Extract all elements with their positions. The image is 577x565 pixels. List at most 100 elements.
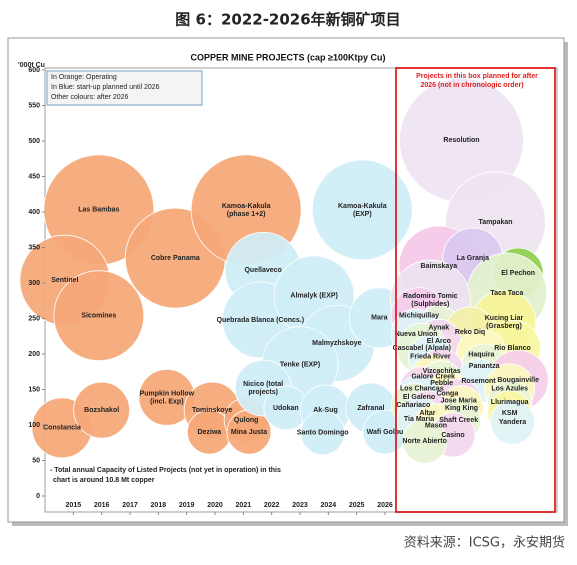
bubble-label: Quebrada Blanca (Concs.): [217, 317, 305, 324]
y-tick-label: 200: [28, 351, 40, 358]
y-tick-label: 400: [28, 209, 40, 216]
bubble-label: Galore Creek: [411, 374, 455, 381]
bubble-label: El Pechon: [501, 270, 535, 277]
bubble: [73, 381, 131, 439]
bubble-label: Shaft Creek: [439, 417, 478, 424]
bubble-label: Sentinel: [51, 277, 78, 284]
bubble-label: Frieda River: [410, 354, 451, 361]
bubble-label: Tenke (EXP): [280, 361, 320, 368]
legend-note: In Orange: Operating: [51, 74, 117, 81]
bubble-label: Resolution: [443, 137, 479, 144]
bubble-label: KSM: [502, 410, 518, 417]
bubble-label: Pebble: [430, 380, 453, 387]
y-tick-label: 150: [28, 386, 40, 393]
x-tick-label: 2024: [321, 502, 337, 509]
bubble-label-line: Kamoa-Kakula: [222, 203, 271, 210]
x-tick-label: 2025: [349, 502, 365, 509]
bubble-label: Los Azules: [491, 386, 528, 393]
bubble-label-line: (EXP): [353, 211, 372, 218]
x-tick-label: 2020: [207, 502, 223, 509]
bubble-label-line: Pumpkin Hollow: [140, 390, 195, 397]
bubble-label-line: projects): [248, 389, 278, 396]
bubble-label: Wafi Golpu: [367, 429, 404, 436]
bubble-label: Bozshakol: [84, 407, 119, 414]
x-tick-label: 2018: [151, 502, 167, 509]
bubble-label: Ak-Sug: [313, 407, 338, 414]
bubble-label: Tominskoye: [192, 407, 232, 414]
bubble: [53, 270, 145, 362]
future-box: [395, 67, 556, 513]
bubble-label: El Arco: [427, 338, 451, 345]
bubble-label: Pumpkin Hollow (incl. Exp): [140, 390, 195, 405]
bubbles: Las Bambas Sentinel Sicomines Cobre Panama K…: [19, 77, 549, 464]
bubble-label: Cobre Panama: [151, 255, 200, 262]
bubble-label: Jose Maria: [441, 398, 477, 405]
bubble-label: Casino: [441, 432, 464, 439]
bubble-label: Mason: [425, 423, 447, 430]
bubble: [490, 399, 535, 445]
bubble-label: Nueva Union: [395, 331, 438, 338]
y-tick-label: 600: [28, 67, 40, 74]
bubble-label: Altar: [420, 410, 436, 417]
bubble-label-line: (incl. Exp): [150, 398, 183, 405]
x-tick-label: 2023: [292, 502, 308, 509]
bubble-label: Mara: [371, 315, 387, 322]
bubble-label: Haquira: [468, 352, 494, 359]
x-tick-label: 2016: [94, 502, 110, 509]
y-tick-label: 0: [36, 493, 40, 500]
bubble-label: La Granja: [457, 255, 489, 262]
bubble-label: Rio Blanco: [494, 345, 531, 352]
bubble: [311, 159, 413, 261]
footnote: chart is around 10.8 Mt copper: [53, 477, 155, 484]
bubble-label: Sicomines: [81, 313, 116, 320]
bubble-label: Radomiro Tomic (Sulphides): [403, 293, 458, 308]
bubble-label: Qulong: [234, 417, 259, 424]
figure-title: 图 6：2022-2026年新铜矿项目: [175, 11, 400, 29]
bubble-label: Tampakan: [478, 219, 512, 226]
bubble-label-line: Radomiro Tomic: [403, 293, 458, 300]
y-tick-label: 450: [28, 173, 40, 180]
bubble-label: Yandera: [499, 419, 526, 426]
bubble-label: Michiquillay: [399, 313, 439, 320]
bubble-label: Kucing Liar (Grasberg): [485, 315, 524, 330]
bubble-label: Zafranal: [357, 405, 384, 412]
bubble-label: Almalyk (EXP): [290, 293, 337, 300]
bubble-label: Panantza: [469, 363, 500, 370]
bubble-label: Udokan: [273, 405, 299, 412]
x-tick-label: 2022: [264, 502, 280, 509]
y-tick-label: 350: [28, 244, 40, 251]
bubble-label: Vizcachitas: [423, 368, 461, 375]
bubble-label: Cañariaco: [396, 402, 430, 409]
bubble-label: Kamoa-Kakula (phase 1+2): [222, 203, 271, 218]
bubble: [300, 410, 346, 456]
bubble-label-line: Kamoa-Kakula: [338, 203, 387, 210]
source: 资料来源：ICSG，永安期货: [404, 535, 565, 551]
bubble-label: Reko Diq: [455, 329, 485, 336]
bubble-label: Llurimagua: [491, 399, 529, 406]
footnote: - Total annual Capacity of Listed Projec…: [50, 467, 281, 474]
bubble-label: Las Bambas: [78, 207, 119, 214]
bubble-label: El Galeno: [403, 394, 435, 401]
chart-title: COPPER MINE PROJECTS (cap ≥100Ktpy Cu): [191, 52, 386, 62]
bubble-label: Nicico (total projects): [243, 381, 283, 396]
bubble-label: Deziwa: [197, 429, 221, 436]
bubble-label: Los Chancas: [400, 386, 444, 393]
x-tick-label: 2026: [377, 502, 393, 509]
bubble-label: Cascabel (Alpala): [393, 345, 451, 352]
bubble-label: Mina Justa: [231, 429, 267, 436]
bubble-label: Constancia: [43, 425, 81, 432]
bubble-label: Quellaveco: [244, 267, 281, 274]
bubble-label: King King: [445, 405, 478, 412]
bubble-label: Kamoa-Kakula (EXP): [338, 203, 387, 218]
bubble-label: Bougainville: [497, 377, 539, 384]
bubble-label: Baimskaya: [421, 263, 458, 270]
bubble-label-line: (phase 1+2): [227, 211, 266, 218]
bubble-label: Santo Domingo: [297, 430, 349, 437]
bubble-label: Norte Abierto: [402, 438, 446, 445]
y-tick-label: 100: [28, 422, 40, 429]
x-tick-label: 2017: [122, 502, 138, 509]
y-axis-label: '000t Cu: [18, 62, 45, 69]
bubble-label-line: (Sulphides): [411, 301, 449, 308]
